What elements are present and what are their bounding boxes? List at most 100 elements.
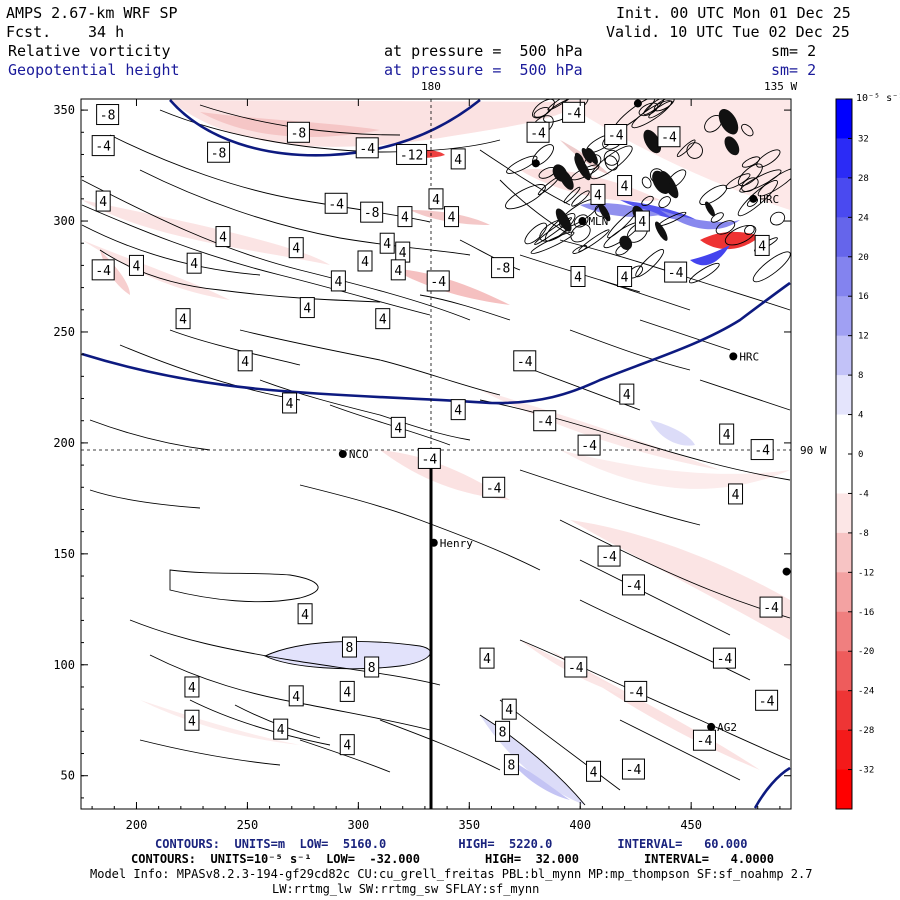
stations: NCO Henry MLN HRC HRC AG2 [338, 99, 791, 734]
colorbar-swatch [836, 217, 852, 258]
contour-label-box [297, 603, 313, 625]
contour-label-text: 4 [432, 193, 440, 208]
colorbar-tick-label: -20 [858, 647, 874, 657]
contour-label-box [91, 135, 115, 157]
contour-label: -4 [355, 137, 379, 159]
contour-label: -4 [577, 434, 601, 456]
contour-label-text: -4 [763, 601, 779, 616]
contour-label-box [533, 410, 557, 432]
contour-label: 4 [617, 175, 633, 197]
contour-label-text: -4 [328, 197, 344, 212]
contour-label: 4 [215, 226, 231, 248]
contour-label: 4 [297, 603, 313, 625]
contour-label-text: -8 [100, 109, 116, 124]
colorbar-swatch [836, 375, 852, 416]
noise-contour [724, 224, 757, 246]
colorbar-swatch [836, 414, 852, 455]
contour-label-text: 4 [394, 421, 402, 436]
contour-label-box [207, 141, 231, 163]
init-time: Init. 00 UTC Mon 01 Dec 25 [616, 4, 851, 22]
valid-time: Valid. 10 UTC Tue 02 Dec 25 [606, 23, 850, 41]
field2-smoothing: sm= 2 [771, 61, 817, 79]
contour-label: 8 [364, 656, 380, 678]
station-dot [729, 352, 738, 361]
field1-smoothing: sm= 2 [771, 42, 817, 60]
contour-label-text: 4 [454, 153, 462, 168]
noise-contour [572, 245, 588, 254]
contour-label-text: 4 [454, 404, 462, 419]
contour-label-box [186, 252, 202, 274]
contour-label-text: 4 [623, 388, 631, 403]
contour-label-box [375, 308, 391, 330]
field1-name: Relative vorticity [8, 42, 171, 60]
contour-label-text: 4 [505, 703, 513, 718]
colorbar-tick-label: -4 [858, 489, 869, 499]
station-dot [782, 567, 791, 576]
contour-label-box [286, 121, 310, 143]
contour-label-text: 4 [448, 211, 456, 226]
contour-label-box [91, 259, 115, 281]
contour-label: 4 [186, 252, 202, 274]
contour-label: -4 [621, 574, 645, 596]
contour-label-text: 4 [188, 714, 196, 729]
contour-label-box [513, 350, 537, 372]
y-tick-label: 350 [53, 103, 75, 117]
contour-label-text: 4 [638, 215, 646, 230]
contour-label-text: 4 [732, 488, 740, 503]
dense-contour-cluster [559, 169, 574, 190]
colorbar-swatch [836, 611, 852, 652]
contour-label-text: 4 [594, 188, 602, 203]
contour-label-text: -8 [211, 146, 227, 161]
contour-label-text: 4 [343, 685, 351, 700]
contour-label: 4 [728, 483, 744, 505]
colorbar-swatch [836, 690, 852, 731]
contour-label-box [428, 188, 444, 210]
contour-label: -4 [417, 447, 441, 469]
contour-label-text: 4 [292, 242, 300, 257]
field2-name: Geopotential height [8, 61, 180, 79]
contour-label: -4 [533, 410, 557, 432]
contour-label: 4 [330, 270, 346, 292]
forecast-hours: 34 h [88, 23, 125, 41]
contour-label-box [759, 596, 783, 618]
model-title: AMPS 2.67-km WRF SP [6, 4, 178, 22]
contour-label-text: -4 [626, 763, 642, 778]
contour-label-text: 4 [401, 211, 409, 226]
noise-contour [544, 213, 576, 242]
contour-label: -8 [96, 104, 120, 126]
contour-label-box [288, 237, 304, 259]
contour-label: -4 [426, 270, 450, 292]
dense-contour-cluster [652, 170, 671, 194]
contour-label: 4 [570, 266, 586, 287]
contour-label-box [501, 698, 517, 720]
contour-label: 4 [479, 647, 495, 669]
contour-label-text: 4 [219, 231, 227, 246]
contour-label: -4 [664, 261, 688, 283]
noise-contour [741, 156, 761, 168]
contour-label-box [450, 148, 466, 170]
contour-label-box [619, 383, 635, 405]
contour-label: 4 [282, 392, 298, 414]
contour-label-text: 4 [394, 264, 402, 279]
colorbar-tick-label: 16 [858, 292, 869, 302]
noise-contour [635, 249, 665, 278]
noise-contour [570, 223, 591, 243]
contour-label-text: 8 [508, 759, 516, 774]
colorbar-swatch [836, 572, 852, 613]
contour-label-text: -4 [568, 661, 584, 676]
colorbar-swatch [836, 256, 852, 297]
contour-label-text: 4 [301, 608, 309, 623]
contour-label-text: -4 [754, 444, 770, 459]
model-info-physics: LW:rrtmg_lw SW:rrtmg_sw SFLAY:sf_mynn [272, 882, 540, 896]
contour-label: 8 [495, 720, 511, 742]
contour-label-text: -8 [291, 126, 307, 141]
station-dot [531, 159, 540, 168]
vorticity-contour-info: CONTOURS: UNITS=10⁻⁵ s⁻¹ LOW= -32.000 HI… [131, 852, 774, 866]
contour-label-text: -4 [717, 652, 733, 667]
x-tick-label: 400 [569, 818, 591, 832]
height-contour-info: CONTOURS: UNITS=m LOW= 5160.0 HIGH= 5220… [155, 837, 748, 851]
contour-label-box [355, 137, 379, 159]
contour-label-box [754, 234, 770, 256]
contour-label-text: -4 [566, 106, 582, 121]
